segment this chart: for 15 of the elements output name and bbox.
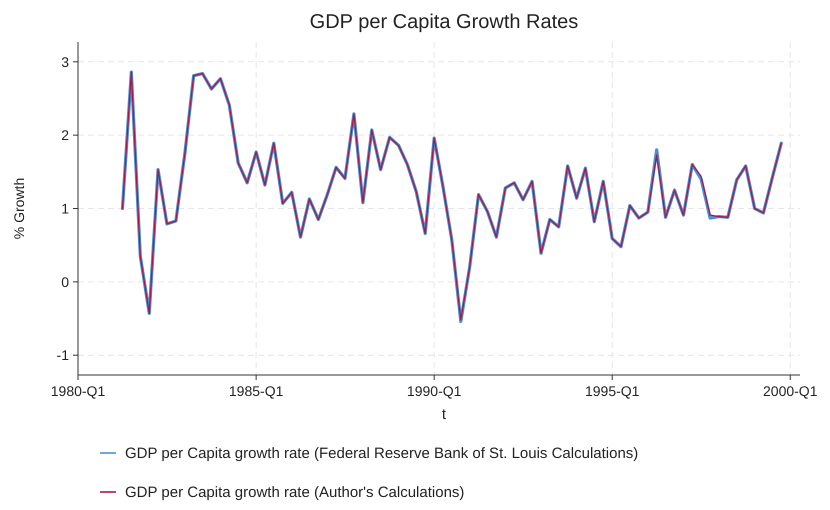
y-tick-label: 1 (61, 200, 70, 216)
legend-label: GDP per Capita growth rate (Author's Calculations) (125, 484, 464, 501)
x-tick-label: 1995-Q1 (584, 383, 640, 399)
x-tick-label: 1985-Q1 (228, 383, 284, 399)
x-axis-title: t (442, 406, 447, 423)
x-tick-label: 1990-Q1 (406, 383, 462, 399)
chart-title: GDP per Capita Growth Rates (310, 11, 578, 33)
y-tick-label: 2 (61, 127, 70, 144)
y-tick-label: 0 (61, 274, 70, 290)
y-tick-label: -1 (56, 347, 70, 364)
x-tick-label: 1980-Q1 (50, 383, 106, 399)
y-tick-label: 3 (61, 54, 70, 70)
y-axis-title: % Growth (11, 178, 27, 240)
x-tick-label: 2000-Q1 (763, 383, 818, 399)
legend-label: GDP per Capita growth rate (Federal Reserve Bank of St. Louis Calculations) (125, 445, 638, 462)
